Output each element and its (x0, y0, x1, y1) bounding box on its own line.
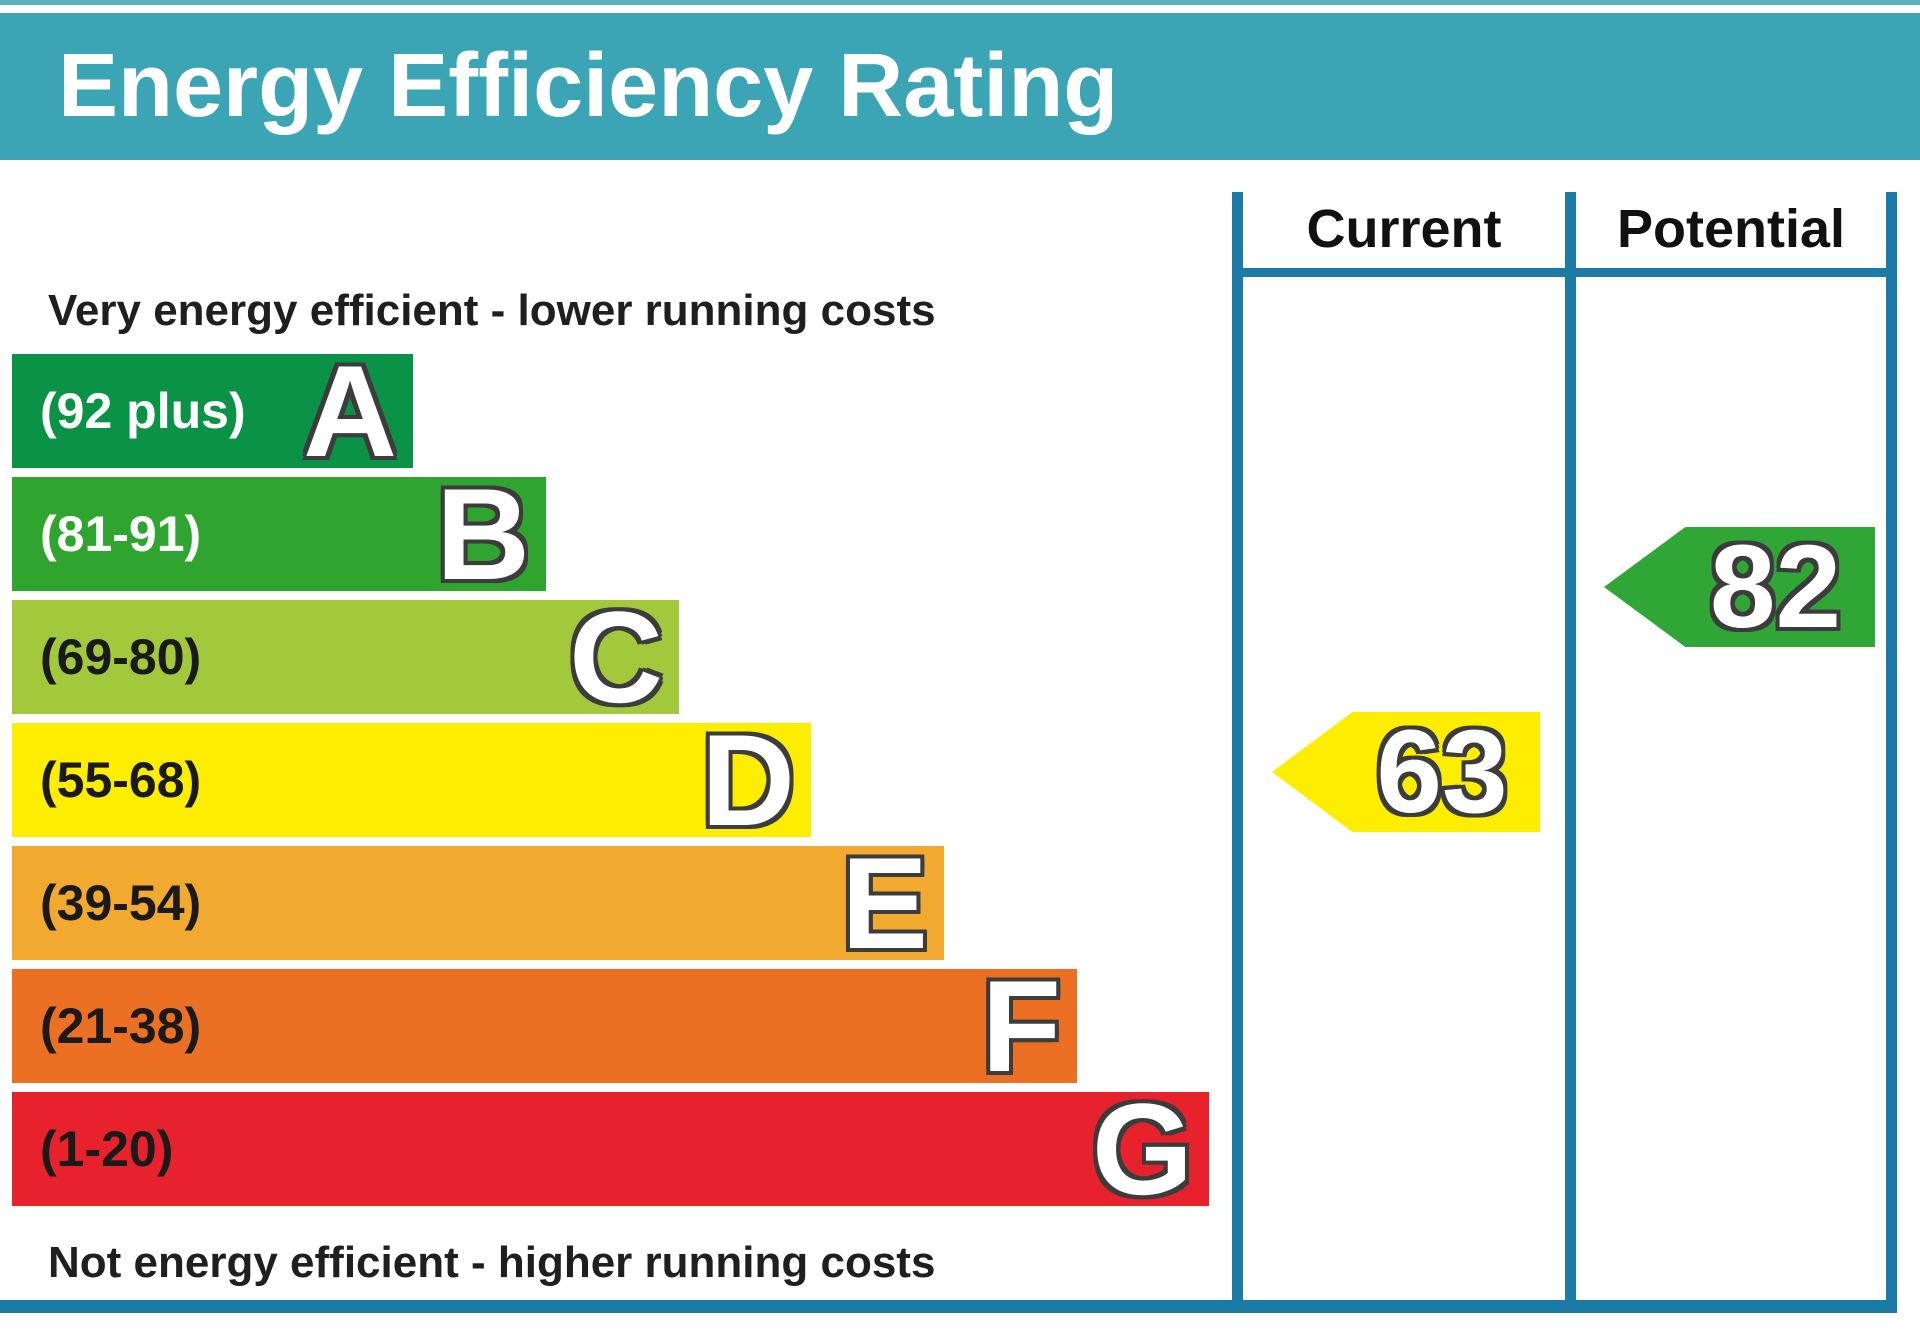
table-border-left (1232, 192, 1243, 1313)
band-row-b: (81-91) B (12, 460, 546, 607)
band-letter: B (436, 460, 530, 607)
top-note: Very energy efficient - lower running co… (48, 286, 936, 335)
current-rating-value: 63 (1376, 706, 1508, 838)
band-range-label: (92 plus) (40, 383, 246, 439)
band-letter: F (981, 952, 1061, 1099)
band-range-label: (1-20) (40, 1121, 174, 1177)
potential-rating-arrow: 82 (1604, 527, 1875, 647)
column-header-underline (1232, 268, 1897, 277)
band-row-d: (55-68) D (12, 706, 811, 853)
header-bar: Energy Efficiency Rating (0, 13, 1920, 160)
band-letter: A (303, 337, 397, 484)
band-row-g: (1-20) G (12, 1075, 1209, 1222)
page-title: Energy Efficiency Rating (58, 36, 1119, 136)
band-row-f: (21-38) F (12, 952, 1077, 1099)
band-row-c: (69-80) C (12, 583, 679, 730)
band-letter: E (841, 829, 928, 976)
current-rating-arrow: 63 (1272, 712, 1540, 832)
potential-rating-value: 82 (1709, 521, 1842, 653)
band-range-label: (55-68) (40, 752, 202, 808)
bottom-note: Not energy efficient - higher running co… (48, 1238, 936, 1287)
band-letter: D (701, 706, 795, 853)
band-range-label: (81-91) (40, 506, 202, 562)
band-letter: C (569, 583, 663, 730)
band-row-e: (39-54) E (12, 829, 944, 976)
band-range-label: (21-38) (40, 998, 202, 1054)
band-letter: G (1091, 1075, 1193, 1222)
rating-bands: (92 plus) A (81-91) B (69-80) C (55-68) … (12, 337, 1209, 1222)
band-row-a: (92 plus) A (12, 337, 413, 484)
table-border-middle (1565, 192, 1576, 1313)
potential-column-header: Potential (1616, 199, 1846, 259)
chart-bottom-border (0, 1300, 1897, 1313)
band-range-label: (69-80) (40, 629, 202, 685)
table-border-right (1886, 192, 1897, 1313)
band-range-label: (39-54) (40, 875, 202, 931)
current-column-header: Current (1306, 199, 1502, 259)
top-accent-strip (0, 0, 1920, 5)
